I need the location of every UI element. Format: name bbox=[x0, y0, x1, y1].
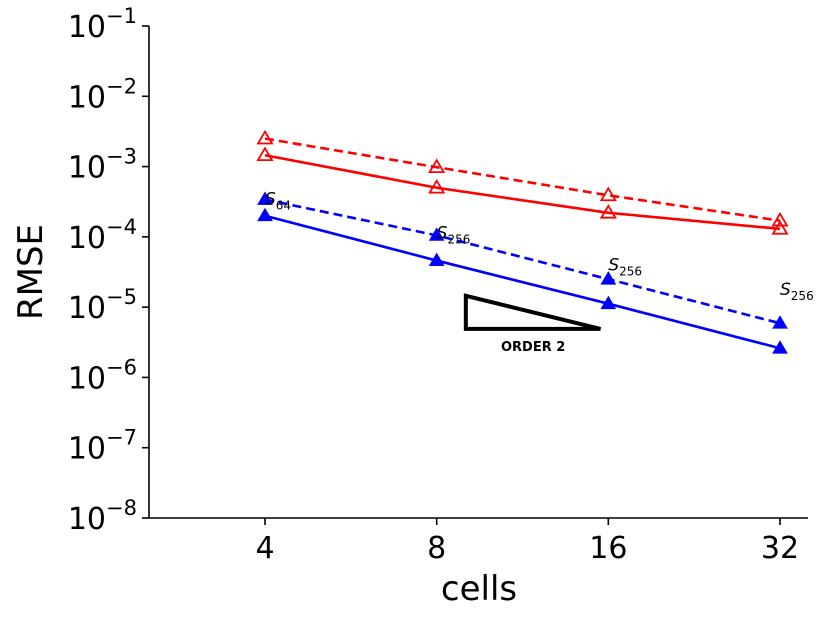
data-point-blue-dashed bbox=[257, 191, 273, 205]
x-axis-title: cells bbox=[441, 569, 517, 609]
data-point-blue-solid bbox=[600, 295, 617, 310]
data-point-red-dashed bbox=[256, 129, 274, 145]
data-point-red-solid bbox=[599, 204, 617, 219]
y-tick-label: 10−6 bbox=[68, 355, 137, 396]
order-label: ORDER 2 bbox=[501, 340, 565, 355]
data-point-blue-solid bbox=[772, 340, 788, 354]
data-point-red-dashed bbox=[599, 186, 617, 202]
series-line-red-solid bbox=[264, 153, 781, 231]
data-point-blue-dashed bbox=[600, 271, 617, 285]
y-tick-label: 10−7 bbox=[68, 426, 137, 467]
y-tick-label: 10−1 bbox=[68, 4, 137, 45]
order-triangle bbox=[463, 293, 601, 331]
y-tick-label: 10−5 bbox=[68, 285, 137, 326]
sn-annotation: S64 bbox=[265, 189, 291, 212]
data-point-red-dashed bbox=[771, 211, 789, 227]
y-tick-label: 10−3 bbox=[68, 145, 137, 186]
data-point-red-solid bbox=[428, 178, 446, 194]
sn-annotation: S256 bbox=[437, 223, 471, 246]
data-point-blue-solid bbox=[257, 207, 273, 222]
series-line-blue-dashed bbox=[264, 198, 781, 325]
sn-annotation: S256 bbox=[608, 256, 642, 279]
y-axis-title: RMSE bbox=[11, 224, 51, 320]
data-point-blue-solid bbox=[428, 252, 445, 266]
y-tick-label: 10−8 bbox=[68, 496, 137, 537]
y-tick-label: 10−2 bbox=[68, 74, 137, 115]
x-tick-label: 4 bbox=[255, 531, 274, 566]
data-point-red-solid bbox=[256, 146, 274, 162]
x-tick-label: 8 bbox=[427, 531, 446, 566]
series-line-blue-solid bbox=[264, 214, 781, 350]
data-point-blue-dashed bbox=[428, 227, 445, 241]
series-line-red-dashed bbox=[264, 137, 781, 222]
sn-annotation: S256 bbox=[780, 280, 814, 303]
x-tick-label: 16 bbox=[589, 531, 627, 566]
y-tick-label: 10−4 bbox=[68, 215, 137, 256]
data-point-red-dashed bbox=[428, 158, 446, 173]
x-tick-label: 32 bbox=[761, 531, 799, 566]
data-point-blue-dashed bbox=[772, 315, 788, 329]
data-point-red-solid bbox=[771, 220, 789, 235]
